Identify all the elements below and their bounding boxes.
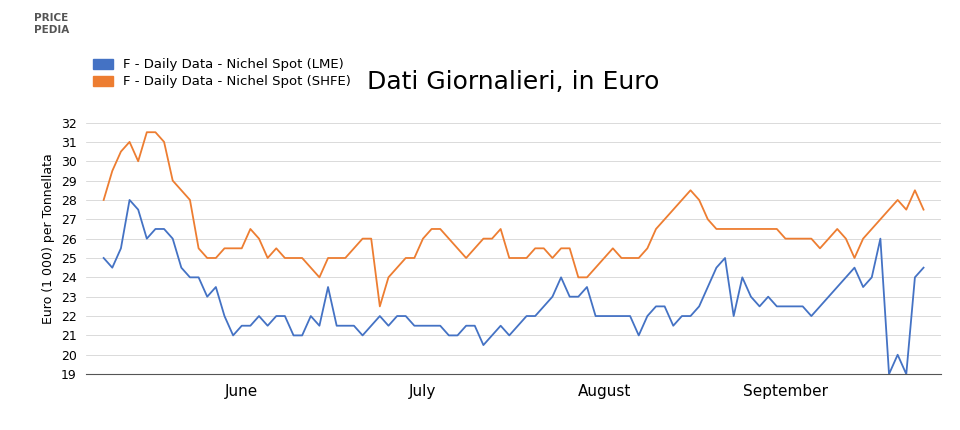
F - Daily Data - Nichel Spot (SHFE) xyxy=(141,129,153,135)
Title: Dati Giornalieri, in Euro: Dati Giornalieri, in Euro xyxy=(368,71,660,94)
F - Daily Data - Nichel Spot (SHFE) xyxy=(918,207,929,212)
F - Daily Data - Nichel Spot (SHFE) xyxy=(529,246,540,251)
F - Daily Data - Nichel Spot (LME) xyxy=(340,323,351,329)
F - Daily Data - Nichel Spot (LME) xyxy=(857,285,869,290)
F - Daily Data - Nichel Spot (SHFE) xyxy=(340,255,351,261)
F - Daily Data - Nichel Spot (LME) xyxy=(883,372,895,377)
Line: F - Daily Data - Nichel Spot (SHFE): F - Daily Data - Nichel Spot (SHFE) xyxy=(104,132,924,306)
F - Daily Data - Nichel Spot (LME) xyxy=(461,323,472,329)
Text: PRICE
PEDIA: PRICE PEDIA xyxy=(34,13,69,34)
F - Daily Data - Nichel Spot (SHFE) xyxy=(374,304,386,309)
F - Daily Data - Nichel Spot (SHFE) xyxy=(219,246,230,251)
F - Daily Data - Nichel Spot (LME) xyxy=(918,265,929,270)
Line: F - Daily Data - Nichel Spot (LME): F - Daily Data - Nichel Spot (LME) xyxy=(104,200,924,374)
F - Daily Data - Nichel Spot (LME) xyxy=(124,197,135,203)
F - Daily Data - Nichel Spot (SHFE) xyxy=(555,246,566,251)
Legend: F - Daily Data - Nichel Spot (LME), F - Daily Data - Nichel Spot (SHFE): F - Daily Data - Nichel Spot (LME), F - … xyxy=(93,58,351,88)
F - Daily Data - Nichel Spot (LME) xyxy=(546,294,558,299)
F - Daily Data - Nichel Spot (LME) xyxy=(98,255,109,261)
F - Daily Data - Nichel Spot (SHFE) xyxy=(469,246,481,251)
F - Daily Data - Nichel Spot (SHFE) xyxy=(866,226,877,231)
Y-axis label: Euro (1 000) per Tonnellata: Euro (1 000) per Tonnellata xyxy=(42,153,56,324)
F - Daily Data - Nichel Spot (LME) xyxy=(219,313,230,319)
F - Daily Data - Nichel Spot (SHFE) xyxy=(98,197,109,203)
F - Daily Data - Nichel Spot (LME) xyxy=(520,313,532,319)
